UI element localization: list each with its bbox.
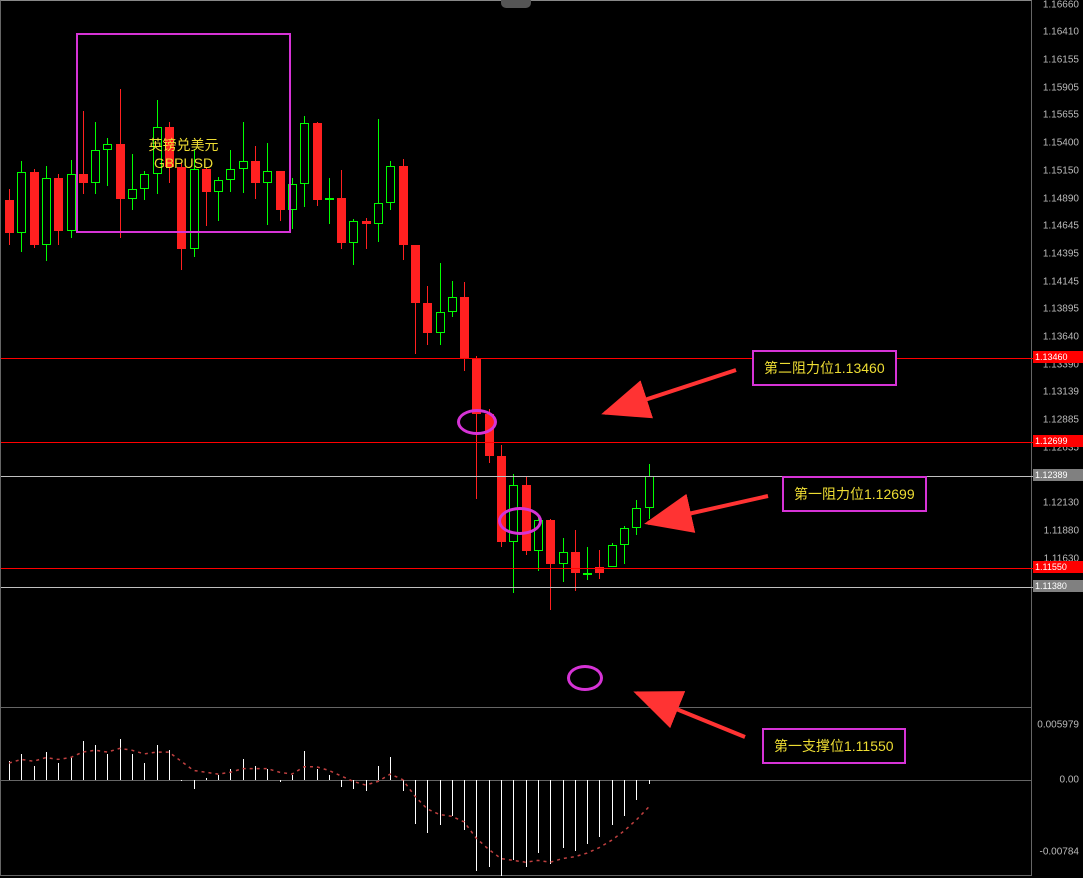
yaxis-tick: 1.14145 [1043,276,1079,287]
candle [448,281,457,317]
yaxis-tick: 1.11880 [1044,526,1079,537]
price-y-axis: 1.16660 1.16410 1.16155 1.15905 1.15655 1.154… [1033,0,1083,708]
horizontal-price-line [1,568,1033,569]
yaxis-tick: 1.15905 [1043,82,1079,93]
price-tag: 1.12699 [1033,435,1083,447]
candle [497,445,506,547]
indicator-y-axis: 0.005979 0.00 -0.00784 [1033,708,1083,876]
candle [386,161,395,211]
candle [374,119,383,242]
candle [30,169,39,248]
candle [571,530,580,592]
annotation-label: 第一阻力位1.12699 [782,476,927,512]
candle [411,245,420,354]
candle [17,161,26,252]
yaxis-tick: 1.12885 [1043,415,1079,426]
chart-tab-handle[interactable] [501,0,531,8]
candle [5,189,14,244]
candle [42,166,51,261]
indicator-ytick: -0.00784 [1040,846,1079,857]
candle [399,159,408,260]
horizontal-price-line [1,587,1033,588]
price-tag: 1.12389 [1033,469,1083,481]
yaxis-tick: 1.14645 [1043,221,1079,232]
price-tag: 1.11550 [1033,561,1083,573]
yaxis-tick: 1.13139 [1043,387,1079,398]
annotation-label: 第二阻力位1.13460 [752,350,897,386]
yaxis-tick: 1.16410 [1043,27,1079,38]
candle [436,263,445,345]
yaxis-tick: 1.16155 [1043,55,1079,66]
candle [559,538,568,582]
annotation-label: 第一支撑位1.11550 [762,728,906,764]
candle [67,160,76,238]
indicator-ytick: 0.005979 [1037,719,1079,730]
yaxis-tick: 1.16660 [1043,0,1079,10]
horizontal-price-line [1,442,1033,443]
indicator-ytick: 0.00 [1060,774,1079,785]
yaxis-tick: 1.14890 [1043,194,1079,205]
yaxis-tick: 1.12130 [1043,498,1079,509]
candle [595,550,604,580]
candle [546,519,555,610]
candle [337,170,346,249]
candle [608,543,617,567]
ellipse-marker [457,409,497,435]
yaxis-tick: 1.14395 [1043,248,1079,259]
candle [645,464,654,519]
candle [313,122,322,206]
candle [300,116,309,207]
candle [583,547,592,580]
yaxis-tick: 1.13895 [1043,304,1079,315]
ellipse-marker [567,665,603,691]
candle [362,218,371,249]
ellipse-marker [498,507,542,535]
candle [620,526,629,563]
pair-name-en: GBPUSD [78,155,289,171]
yaxis-tick: 1.15400 [1043,138,1079,149]
candle [349,219,358,265]
yaxis-tick: 1.15150 [1043,165,1079,176]
pair-title-box: 英镑兑美元GBPUSD [76,33,291,233]
yaxis-tick: 1.13640 [1043,332,1079,343]
candle [632,500,641,535]
candle [423,286,432,344]
candle [54,174,63,244]
yaxis-tick: 1.15655 [1043,110,1079,121]
candle [325,178,334,223]
pair-name-cn: 英镑兑美元 [78,135,289,155]
price-tag: 1.11380 [1033,580,1083,592]
price-tag: 1.13460 [1033,351,1083,363]
